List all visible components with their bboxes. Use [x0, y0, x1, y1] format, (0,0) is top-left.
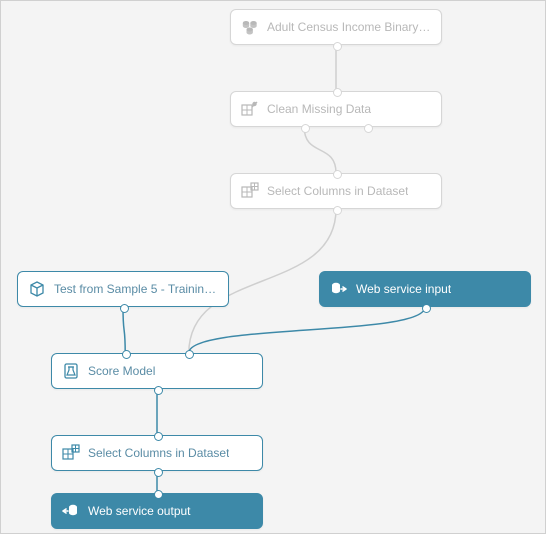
- out-port[interactable]: [301, 124, 310, 133]
- out-port[interactable]: [364, 124, 373, 133]
- node-selectcols1[interactable]: Select Columns in Dataset: [230, 173, 442, 209]
- out-port[interactable]: [120, 304, 129, 313]
- node-label: Adult Census Income Binary C...: [267, 20, 431, 34]
- out-port[interactable]: [333, 42, 342, 51]
- in-port[interactable]: [154, 432, 163, 441]
- out-port[interactable]: [422, 304, 431, 313]
- grid-select-icon: [241, 182, 259, 200]
- node-label: Select Columns in Dataset: [88, 446, 229, 460]
- node-label: Web service output: [88, 504, 191, 518]
- edge: [189, 307, 425, 353]
- ws-out-icon: [62, 502, 80, 520]
- node-clean[interactable]: Clean Missing Data: [230, 91, 442, 127]
- out-port[interactable]: [154, 468, 163, 477]
- in-port[interactable]: [154, 490, 163, 499]
- flask-icon: [62, 362, 80, 380]
- node-census[interactable]: Adult Census Income Binary C...: [230, 9, 442, 45]
- node-wsinput[interactable]: Web service input: [319, 271, 531, 307]
- ws-in-icon: [330, 280, 348, 298]
- cube-icon: [28, 280, 46, 298]
- out-port[interactable]: [154, 386, 163, 395]
- out-port[interactable]: [333, 206, 342, 215]
- node-selectcols2[interactable]: Select Columns in Dataset: [51, 435, 263, 471]
- in-port[interactable]: [185, 350, 194, 359]
- in-port[interactable]: [333, 88, 342, 97]
- node-label: Test from Sample 5 - Training...: [54, 282, 218, 296]
- grid-clean-icon: [241, 100, 259, 118]
- in-port[interactable]: [122, 350, 131, 359]
- node-trained[interactable]: Test from Sample 5 - Training...: [17, 271, 229, 307]
- grid-select-icon: [62, 444, 80, 462]
- node-label: Score Model: [88, 364, 155, 378]
- node-wsoutput[interactable]: Web service output: [51, 493, 263, 529]
- dataset-icon: [241, 18, 259, 36]
- edge: [123, 307, 125, 353]
- node-label: Web service input: [356, 282, 451, 296]
- node-label: Clean Missing Data: [267, 102, 371, 116]
- flow-canvas: Adult Census Income Binary C... Clean Mis…: [0, 0, 546, 534]
- edge: [304, 127, 336, 173]
- node-score[interactable]: Score Model: [51, 353, 263, 389]
- node-label: Select Columns in Dataset: [267, 184, 408, 198]
- in-port[interactable]: [333, 170, 342, 179]
